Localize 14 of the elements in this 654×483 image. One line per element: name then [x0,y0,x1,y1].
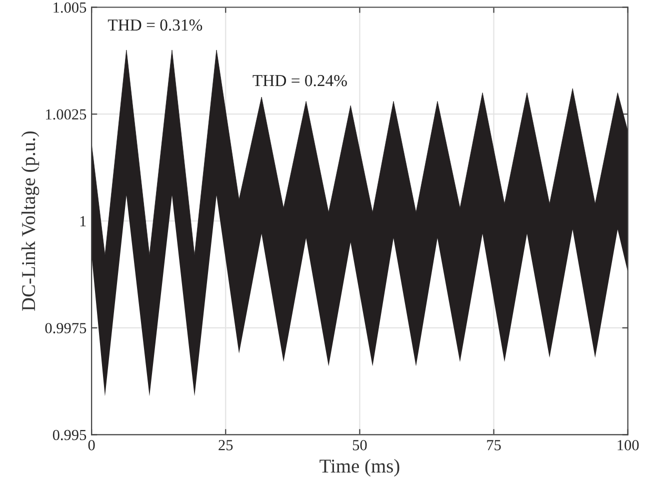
y-tick-label: 1 [80,216,86,226]
x-tick-label: 100 [618,440,639,450]
y-tick-label: 0.995 [52,430,86,440]
x-tick-label: 25 [218,440,233,450]
x-axis-title: Time (ms) [320,458,400,477]
y-tick-label: 1.005 [54,2,86,13]
x-tick-label: 0 [88,440,95,450]
y-axis-title: DC-Link Voltage (p.u.) [21,131,40,311]
y-tick-label: 0.9975 [45,322,86,334]
annotation: THD = 0.24% [252,74,347,86]
x-tick-label: 75 [487,440,501,450]
annotation: THD = 0.31% [108,19,202,31]
x-tick-label: 50 [352,440,367,450]
y-tick-label: 1.0025 [46,109,86,120]
